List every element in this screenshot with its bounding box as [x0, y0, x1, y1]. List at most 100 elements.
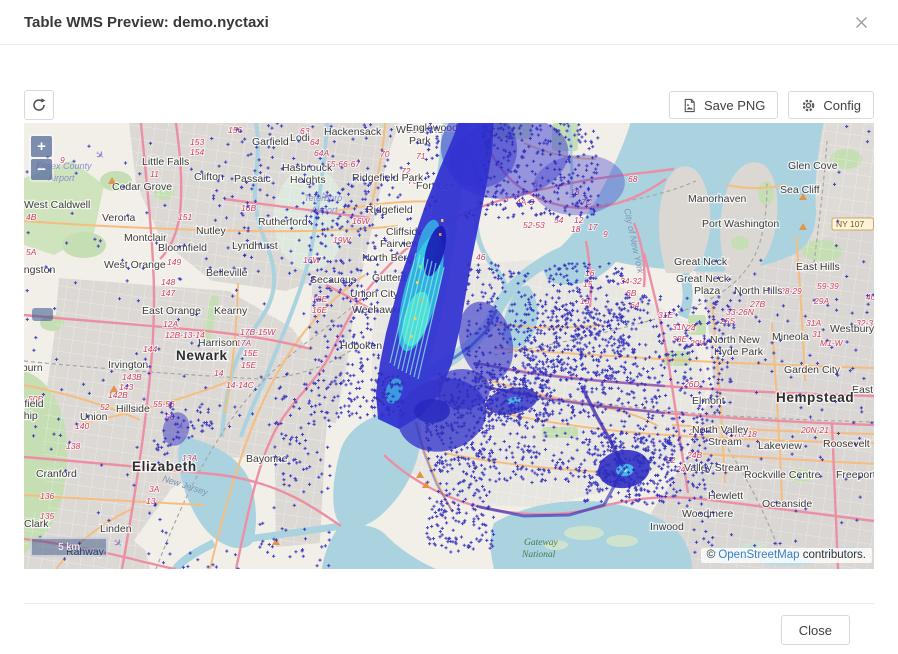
- map-label: Passaic: [234, 173, 271, 185]
- map-label: Plaza: [694, 285, 720, 297]
- map-label: Newark: [176, 348, 228, 363]
- route-label: 140: [75, 421, 89, 431]
- route-label: 24: [685, 323, 696, 333]
- modal-footer: Close: [24, 603, 874, 654]
- route-label: 59-39: [817, 281, 839, 291]
- taxi-points-layer: [704, 244, 874, 555]
- map-label: Clark: [24, 518, 49, 530]
- map-label: Glen Cove: [788, 160, 838, 172]
- route-label: 16W: [303, 255, 321, 265]
- route-label: 17N-18: [729, 429, 757, 439]
- peak-icon: [799, 223, 807, 230]
- route-label: 153: [190, 137, 204, 147]
- route-label: 4B: [26, 212, 37, 222]
- map-label: Roosevelt: [823, 438, 870, 450]
- taxi-points-layer: [273, 371, 356, 494]
- heat-speck: [420, 299, 423, 302]
- peak-icon: [799, 193, 807, 200]
- close-icon[interactable]: [851, 12, 872, 33]
- heat-speck: [416, 281, 419, 284]
- map-label: Kearny: [214, 305, 248, 317]
- zoom-out-button[interactable]: −: [31, 159, 52, 180]
- taxi-trail: [474, 361, 666, 388]
- map-label: Hoboken: [340, 340, 382, 352]
- map-canvas[interactable]: 9 11 156 153 154 151 16B 4B 5A 63 64 64A 65-66-67 70 7…: [24, 123, 874, 569]
- route-label: 14-14C: [226, 380, 255, 390]
- taxi-points-layer: [522, 301, 636, 385]
- route-label: 19W: [333, 235, 351, 245]
- heat-blob: [458, 301, 514, 381]
- taxi-points-layer: [622, 292, 736, 415]
- map-label: Westbury: [830, 323, 874, 335]
- refresh-button[interactable]: [24, 90, 54, 120]
- map-label: Lyndhurst: [232, 240, 278, 252]
- gear-icon: [803, 99, 815, 111]
- route-label: 149: [167, 257, 181, 267]
- route-label: 12A: [163, 319, 178, 329]
- map-label: Springfield: [24, 398, 44, 410]
- peak-icon: [110, 385, 118, 392]
- route-label: 64: [310, 137, 320, 147]
- map-label: Bayonne: [246, 453, 288, 465]
- route-label: 29A: [813, 296, 829, 306]
- map-attribution: © OpenStreetMap contributors.: [700, 548, 872, 563]
- route-label: 52-53: [523, 220, 545, 230]
- route-label: 52: [100, 402, 110, 412]
- route-label: 18: [571, 224, 581, 234]
- map-label: Little Falls: [142, 156, 189, 168]
- route-label: 6B: [626, 288, 637, 298]
- route-shield: [831, 217, 874, 231]
- map-label: Rutherford: [258, 216, 308, 228]
- route-label: 54: [126, 404, 136, 414]
- osm-link[interactable]: OpenStreetMap: [718, 549, 800, 561]
- taxi-trail: [484, 385, 666, 415]
- map-label: Valley Stream: [684, 462, 749, 474]
- heat-blob: [414, 399, 450, 423]
- route-label: 135: [40, 511, 54, 521]
- route-label: 64A: [314, 148, 329, 158]
- save-png-button[interactable]: Save PNG: [669, 91, 779, 119]
- route-label: 11: [150, 169, 159, 179]
- heat-streak: [417, 266, 445, 380]
- heat-streak: [397, 256, 425, 370]
- modal-header: Table WMS Preview: demo.nyctaxi: [0, 0, 898, 45]
- close-button[interactable]: Close: [780, 615, 850, 645]
- map-label: Woodland: [396, 124, 443, 136]
- route-label: 32-3: [856, 318, 873, 328]
- route-label: 16B: [241, 203, 256, 213]
- route-label: 147: [161, 288, 175, 298]
- map-label: Ridgefield Park: [352, 172, 424, 184]
- map-label: Essex County: [36, 161, 92, 171]
- route-label: 17: [588, 222, 598, 232]
- route-label: 15E: [241, 360, 256, 370]
- route-label: 34-32: [620, 276, 642, 286]
- zoom-in-button[interactable]: +: [31, 136, 52, 157]
- map-label: Hasbrouck: [282, 162, 333, 174]
- taxi-heat-overlay: [25, 123, 874, 569]
- route-label: 38E: [672, 334, 687, 344]
- map-label: Nutley: [196, 225, 227, 237]
- taxi-points-layer: [25, 124, 306, 562]
- config-button[interactable]: Config: [788, 91, 874, 119]
- route-label: 17A: [236, 338, 251, 348]
- map-label: Bloomfield: [158, 242, 207, 254]
- map-label: Sea Cliff: [780, 184, 820, 196]
- route-label: 40: [866, 292, 874, 302]
- file-image-icon: [684, 98, 695, 112]
- route-label: 25S: [719, 316, 735, 326]
- route-label: 15: [583, 279, 593, 289]
- route-label: 14: [214, 368, 224, 378]
- route-label: 144: [143, 344, 157, 354]
- zoom-slider-thumb[interactable]: [32, 308, 53, 321]
- route-label: 9: [603, 229, 608, 239]
- taxi-points-layer: [155, 401, 214, 465]
- heat-streak: [389, 252, 417, 364]
- map-zoom-control: + −: [29, 134, 54, 182]
- route-label: 63: [300, 126, 310, 136]
- route-label: 12: [574, 215, 584, 225]
- map-label: Heights: [290, 174, 326, 186]
- map-label: East Hills: [796, 261, 840, 273]
- route-label: 24B: [686, 450, 702, 460]
- heat-speck: [439, 233, 442, 236]
